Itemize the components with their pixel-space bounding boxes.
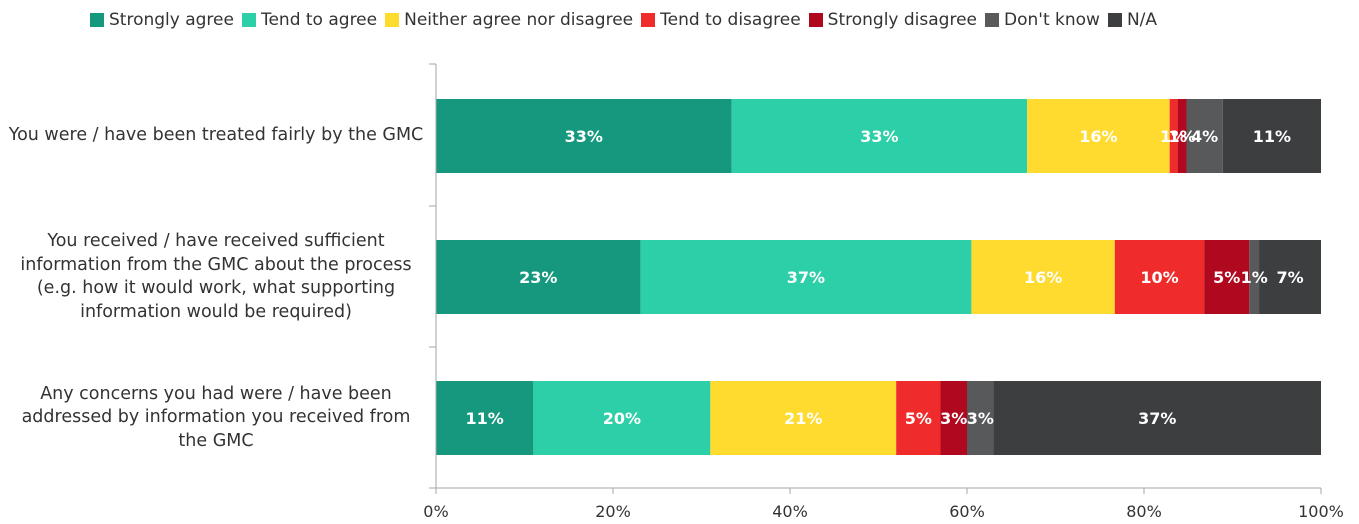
legend-swatch <box>985 13 999 27</box>
x-tick-label: 100% <box>1298 502 1344 521</box>
bar-segment-neither-agree-nor-disagree-1 <box>1027 99 1170 173</box>
bar-segment-n-a-3 <box>993 381 1321 455</box>
bar-segment-don-t-know-1 <box>1186 99 1223 173</box>
legend-label: Don't know <box>1004 10 1100 30</box>
bar-segment-strongly-disagree-1 <box>1177 99 1187 173</box>
data-label-n-a-2: 7% <box>1276 268 1303 287</box>
legend-label: N/A <box>1126 10 1158 30</box>
bar-segment-tend-to-disagree-3 <box>896 381 941 455</box>
x-tick-label: 0% <box>423 502 448 521</box>
bar-segment-tend-to-disagree-2 <box>1114 240 1205 314</box>
data-label-tend-to-disagree-1: 1% <box>1160 127 1187 146</box>
legend-swatch <box>808 13 823 27</box>
legend-item-tend-to-agree: Tend to agree <box>241 10 378 30</box>
bar-segment-strongly-disagree-3 <box>940 381 967 455</box>
data-label-strongly-agree-2: 23% <box>519 268 557 287</box>
x-tick-label: 60% <box>949 502 985 521</box>
data-label-tend-to-agree-1: 33% <box>860 127 898 146</box>
x-tick-label: 20% <box>595 502 631 521</box>
data-label-don-t-know-2: 1% <box>1241 268 1268 287</box>
data-label-don-t-know-3: 3% <box>967 409 994 428</box>
category-label-2: You received / have received sufficient … <box>20 231 412 322</box>
legend-item-strongly-agree: Strongly agree <box>90 10 234 30</box>
legend-item-neither-agree-nor-disagree: Neither agree nor disagree <box>385 10 633 30</box>
data-label-strongly-agree-1: 33% <box>565 127 603 146</box>
bar-segment-strongly-agree-2 <box>436 240 641 314</box>
legend-item-n-a: N/A <box>1107 10 1158 30</box>
legend-swatch <box>641 13 656 27</box>
data-label-don-t-know-1: 4% <box>1191 127 1218 146</box>
data-label-tend-to-disagree-2: 10% <box>1140 268 1178 287</box>
legend-label: Strongly disagree <box>827 10 977 30</box>
data-label-neither-agree-nor-disagree-3: 21% <box>784 409 822 428</box>
bar-segment-neither-agree-nor-disagree-2 <box>971 240 1115 314</box>
legend-item-tend-to-disagree: Tend to disagree <box>641 10 801 30</box>
data-label-strongly-disagree-2: 5% <box>1213 268 1240 287</box>
category-label-3: Any concerns you had were / have been ad… <box>21 383 411 451</box>
chart-legend: Strongly agree Tend to agree Neither agree… <box>90 8 1165 32</box>
data-label-n-a-3: 37% <box>1138 409 1176 428</box>
bar-segment-strongly-agree-3 <box>436 381 534 455</box>
data-label-strongly-disagree-1: 1% <box>1168 127 1195 146</box>
bar-segment-n-a-2 <box>1259 240 1321 314</box>
bar-segment-don-t-know-2 <box>1249 240 1260 314</box>
data-label-neither-agree-nor-disagree-1: 16% <box>1079 127 1117 146</box>
data-label-tend-to-agree-2: 37% <box>787 268 825 287</box>
data-label-strongly-agree-3: 11% <box>466 409 504 428</box>
legend-swatch <box>385 13 400 27</box>
legend-item-strongly-disagree: Strongly disagree <box>808 10 977 30</box>
data-label-strongly-disagree-3: 3% <box>940 409 967 428</box>
x-tick-label: 80% <box>1126 502 1162 521</box>
bar-segment-tend-to-agree-2 <box>640 240 972 314</box>
legend-label: Neither agree nor disagree <box>404 10 634 30</box>
bar-segment-strongly-agree-1 <box>436 99 732 173</box>
data-label-n-a-1: 11% <box>1253 127 1291 146</box>
category-label-1: You were / have been treated fairly by t… <box>8 125 424 146</box>
bar-segment-don-t-know-3 <box>967 381 994 455</box>
legend-label: Tend to agree <box>260 10 378 30</box>
legend-swatch <box>1107 13 1122 27</box>
legend-item-don-t-know: Don't know <box>985 10 1100 30</box>
data-label-tend-to-disagree-3: 5% <box>905 409 932 428</box>
bar-segment-neither-agree-nor-disagree-3 <box>710 381 897 455</box>
bar-segment-tend-to-agree-3 <box>533 381 711 455</box>
legend-swatch <box>241 13 256 27</box>
legend-label: Tend to disagree <box>660 10 801 30</box>
bar-segment-tend-to-agree-1 <box>731 99 1028 173</box>
bar-segment-tend-to-disagree-1 <box>1169 99 1178 173</box>
data-label-neither-agree-nor-disagree-2: 16% <box>1024 268 1062 287</box>
legend-swatch <box>90 13 104 27</box>
bar-segment-n-a-1 <box>1222 99 1321 173</box>
x-tick-label: 40% <box>772 502 808 521</box>
data-label-tend-to-agree-3: 20% <box>603 409 641 428</box>
legend-label: Strongly agree <box>109 10 234 30</box>
bar-segment-strongly-disagree-2 <box>1204 240 1250 314</box>
